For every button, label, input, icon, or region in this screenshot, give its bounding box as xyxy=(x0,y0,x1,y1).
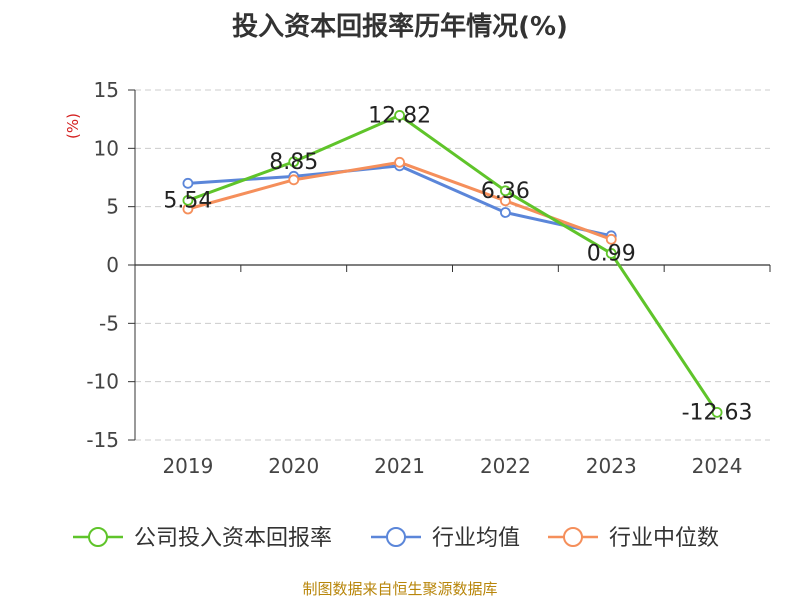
legend-label: 行业中位数 xyxy=(609,526,719,551)
x-tick-label: 2023 xyxy=(586,454,637,478)
series-line xyxy=(187,160,612,241)
x-tick-label: 2024 xyxy=(692,454,743,478)
y-tick-label: 10 xyxy=(94,136,119,160)
data-point xyxy=(182,194,194,206)
y-tick-label: 5 xyxy=(106,195,119,219)
legend-label: 公司投入资本回报率 xyxy=(134,526,332,551)
data-label: -12.63 xyxy=(682,400,753,425)
data-source-note: 制图数据来自恒生聚源数据库 xyxy=(302,580,498,598)
data-label: 5.54 xyxy=(163,188,212,213)
y-tick-label: 15 xyxy=(94,78,119,102)
data-point xyxy=(288,174,300,186)
legend-marker xyxy=(386,527,406,547)
y-axis-label: (%) xyxy=(64,113,82,139)
data-label: 0.99 xyxy=(587,241,636,266)
data-point xyxy=(500,195,511,207)
legend-label: 行业均值 xyxy=(432,526,520,551)
data-point xyxy=(288,156,300,168)
y-tick-label: -10 xyxy=(86,370,119,394)
data-point xyxy=(182,177,194,189)
x-tick-label: 2020 xyxy=(268,454,319,478)
data-label: 8.85 xyxy=(269,150,318,175)
series-line xyxy=(187,113,719,414)
data-point xyxy=(394,110,405,121)
legend-marker xyxy=(563,527,583,547)
y-tick-label: 0 xyxy=(106,253,119,277)
data-point xyxy=(500,185,511,197)
chart-title: 投入资本回报率历年情况(%) xyxy=(232,12,568,42)
data-point xyxy=(605,233,617,245)
data-point xyxy=(394,156,405,168)
x-tick-label: 2022 xyxy=(480,454,531,478)
data-point xyxy=(605,248,617,259)
y-tick-label: -15 xyxy=(86,428,119,452)
y-tick-label: -5 xyxy=(99,311,119,335)
data-point xyxy=(500,207,511,218)
data-label: 12.82 xyxy=(368,103,431,128)
x-tick-label: 2021 xyxy=(374,454,425,478)
data-point xyxy=(711,406,723,418)
data-label: 6.36 xyxy=(481,179,530,204)
legend-marker xyxy=(88,527,108,547)
x-tick-label: 2019 xyxy=(162,454,213,478)
